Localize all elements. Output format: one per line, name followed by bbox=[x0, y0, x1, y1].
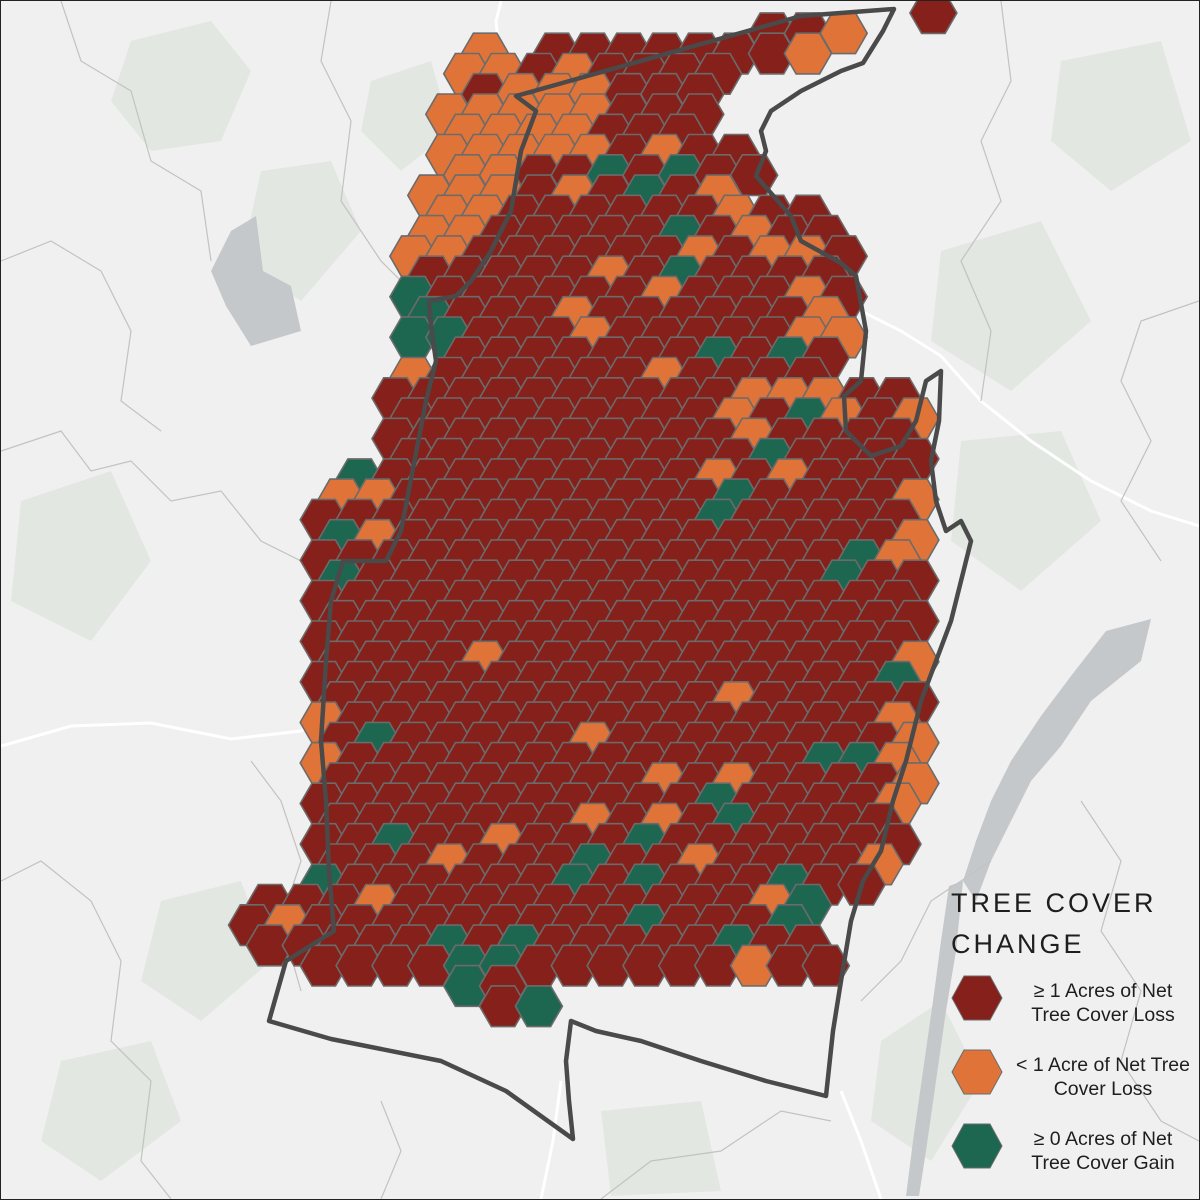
boundary-line bbox=[1, 860, 172, 1199]
boundary-line bbox=[320, 1, 422, 302]
water-bodies bbox=[211, 216, 1151, 1196]
hexbin-net-loss-ge1 bbox=[801, 944, 851, 987]
land-patch bbox=[1051, 41, 1191, 191]
legend: TREE COVER CHANGE ≥ 1 Acres of Net Tree … bbox=[951, 883, 1191, 1199]
boundary-line bbox=[1, 430, 337, 602]
river bbox=[906, 881, 963, 1196]
boundary-line bbox=[1080, 800, 1199, 1142]
reservoir bbox=[963, 619, 1151, 901]
land-patch bbox=[931, 221, 1091, 391]
road bbox=[539, 1080, 563, 1199]
land-patch bbox=[951, 431, 1101, 591]
land-patch bbox=[11, 471, 151, 641]
hexbin-net-loss-lt1 bbox=[783, 32, 833, 75]
hexbin-layer bbox=[227, 1, 958, 1028]
boundary-line bbox=[60, 1, 212, 262]
boundary-line bbox=[1, 240, 162, 432]
land-patch bbox=[361, 61, 451, 171]
boundary-line bbox=[960, 1, 1012, 402]
hexagon-swatch-dark-red-icon bbox=[951, 975, 1003, 1021]
land-patch bbox=[241, 161, 361, 301]
legend-title: TREE COVER CHANGE bbox=[951, 888, 1157, 959]
legend-label-net-loss-lt1: < 1 Acre of Net Tree Cover Loss bbox=[1016, 1054, 1190, 1100]
boundary-line bbox=[860, 860, 992, 1002]
road bbox=[839, 1090, 883, 1199]
legend-item-net-loss-lt1: < 1 Acre of Net Tree Cover Loss bbox=[951, 1049, 1191, 1127]
hexbin-net-gain bbox=[514, 985, 564, 1028]
legend-label-net-loss-ge1: ≥ 1 Acres of Net Tree Cover Loss bbox=[1031, 980, 1175, 1026]
road bbox=[860, 309, 1199, 528]
legend-item-net-loss-ge1: ≥ 1 Acres of Net Tree Cover Loss bbox=[951, 975, 1191, 1053]
land-patch bbox=[111, 21, 251, 151]
hexagon-swatch-orange-icon bbox=[951, 1049, 1003, 1095]
legend-label-net-gain: ≥ 0 Acres of Net Tree Cover Gain bbox=[1031, 1128, 1175, 1174]
boundary-line bbox=[1120, 300, 1199, 562]
lake bbox=[211, 216, 301, 346]
study-area-outline bbox=[266, 6, 974, 1142]
boundary-line bbox=[600, 1110, 832, 1199]
hexagon-swatch-green-icon bbox=[951, 1123, 1003, 1169]
legend-item-net-gain: ≥ 0 Acres of Net Tree Cover Gain bbox=[951, 1123, 1191, 1199]
boundary-line bbox=[380, 1100, 402, 1199]
hexbin-net-loss-ge1 bbox=[908, 1, 958, 35]
land-patch bbox=[601, 1101, 721, 1196]
